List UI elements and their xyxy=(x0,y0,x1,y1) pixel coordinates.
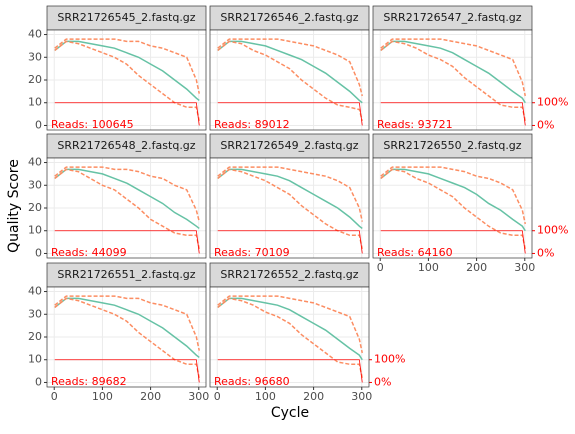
series-line xyxy=(380,166,526,225)
series-line xyxy=(380,168,526,250)
x-tick-label: 100 xyxy=(418,261,439,274)
panel-border xyxy=(209,157,370,259)
y-tick-label: 20 xyxy=(28,201,42,214)
y-axis-label: Quality Score xyxy=(6,159,22,253)
facet-title: SRR21726548_2.fastq.gz xyxy=(57,139,195,152)
series-line xyxy=(380,230,526,254)
strip xyxy=(209,262,370,288)
annotation: Reads: 64160 xyxy=(377,246,453,259)
series-line xyxy=(217,297,363,379)
facet-title: SRR21726549_2.fastq.gz xyxy=(220,139,358,152)
series-line xyxy=(54,168,200,250)
y-tick-label: 40 xyxy=(28,156,42,169)
panel-border xyxy=(372,157,533,259)
x-tick-label: 300 xyxy=(514,261,535,274)
series-line xyxy=(217,295,363,354)
series-line xyxy=(54,297,200,359)
panel-border xyxy=(46,157,207,259)
y-tick-label: 20 xyxy=(28,73,42,86)
series-line xyxy=(217,38,363,97)
y-tick-label: 10 xyxy=(28,353,42,366)
annotation: Reads: 89012 xyxy=(214,118,290,131)
strip xyxy=(46,5,207,31)
series-line xyxy=(380,102,526,126)
annotation: Reads: 96680 xyxy=(214,375,290,388)
strip xyxy=(46,133,207,159)
series-line xyxy=(217,40,363,122)
series-line xyxy=(54,40,200,102)
series-line xyxy=(217,297,363,361)
y-tick-label: 30 xyxy=(28,307,42,320)
strip xyxy=(209,133,370,159)
series-line xyxy=(380,168,526,232)
facet-title: SRR21726546_2.fastq.gz xyxy=(220,11,358,24)
panel-border xyxy=(209,29,370,131)
x-tick-label: 300 xyxy=(351,390,372,403)
series-line xyxy=(217,166,363,222)
x-tick-label: 200 xyxy=(466,261,487,274)
y2-tick-label: 0% xyxy=(537,118,554,131)
annotation: Reads: 93721 xyxy=(377,118,453,131)
y2-tick-label: 0% xyxy=(537,246,554,259)
series-line xyxy=(217,168,363,250)
series-line xyxy=(54,230,200,254)
strip xyxy=(372,133,533,159)
x-tick-label: 100 xyxy=(92,390,113,403)
y-tick-label: 20 xyxy=(28,330,42,343)
annotation: Reads: 100645 xyxy=(51,118,134,131)
x-tick-label: 100 xyxy=(255,390,276,403)
y-tick-label: 30 xyxy=(28,50,42,63)
facet-title: SRR21726551_2.fastq.gz xyxy=(57,268,195,281)
y-tick-label: 30 xyxy=(28,178,42,191)
x-tick-label: 0 xyxy=(214,390,221,403)
series-line xyxy=(54,40,200,122)
series-line xyxy=(54,295,200,351)
x-tick-label: 200 xyxy=(303,390,324,403)
series-line xyxy=(54,102,200,126)
facet-title: SRR21726547_2.fastq.gz xyxy=(383,11,521,24)
series-line xyxy=(380,40,526,104)
y-tick-label: 0 xyxy=(35,118,42,131)
y-tick-label: 10 xyxy=(28,224,42,237)
y2-tick-label: 100% xyxy=(374,353,405,366)
facet-title: SRR21726545_2.fastq.gz xyxy=(57,11,195,24)
y2-tick-label: 100% xyxy=(537,96,568,109)
series-line xyxy=(217,168,363,230)
series-line xyxy=(54,38,200,94)
x-tick-label: 0 xyxy=(51,390,58,403)
facet-title: SRR21726550_2.fastq.gz xyxy=(383,139,521,152)
series-line xyxy=(217,102,363,126)
y2-tick-label: 100% xyxy=(537,224,568,237)
annotation: Reads: 70109 xyxy=(214,246,290,259)
series-line xyxy=(54,359,200,383)
series-line xyxy=(217,40,363,104)
x-axis-label: Cycle xyxy=(271,405,309,421)
panel-border xyxy=(46,29,207,131)
series-line xyxy=(54,166,200,222)
series-line xyxy=(54,168,200,230)
x-tick-label: 200 xyxy=(140,390,161,403)
annotation: Reads: 89682 xyxy=(51,375,127,388)
series-line xyxy=(217,359,363,383)
series-line xyxy=(217,230,363,254)
y-tick-label: 40 xyxy=(28,28,42,41)
series-line xyxy=(380,38,526,97)
x-tick-label: 0 xyxy=(377,261,384,274)
panel-border xyxy=(46,286,207,388)
series-line xyxy=(54,297,200,379)
y-tick-label: 0 xyxy=(35,246,42,259)
y2-tick-label: 0% xyxy=(374,375,391,388)
y-tick-label: 40 xyxy=(28,285,42,298)
y-tick-label: 0 xyxy=(35,375,42,388)
panel-border xyxy=(209,286,370,388)
panel-border xyxy=(372,29,533,131)
annotation: Reads: 44099 xyxy=(51,246,127,259)
series-line xyxy=(380,40,526,122)
facet-title: SRR21726552_2.fastq.gz xyxy=(220,268,358,281)
y-tick-label: 10 xyxy=(28,96,42,109)
x-tick-label: 300 xyxy=(188,390,209,403)
